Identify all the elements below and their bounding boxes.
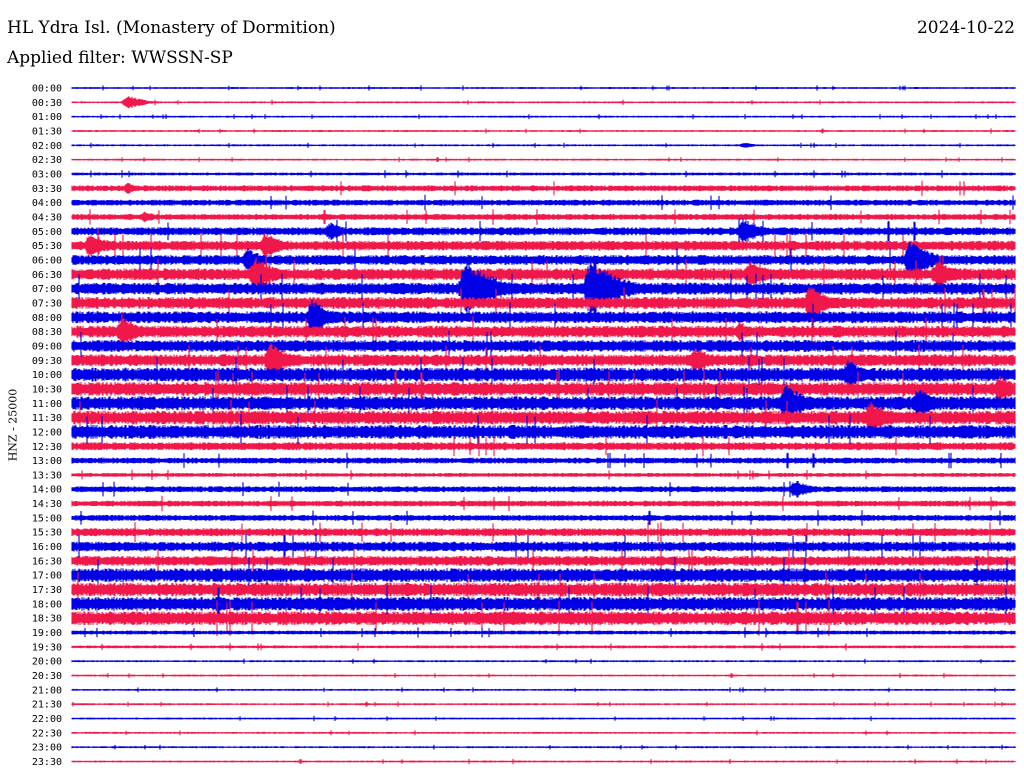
trace-row — [71, 85, 1016, 91]
trace-row — [71, 436, 1016, 457]
time-tick-label: 14:30 — [32, 499, 62, 510]
trace-row — [71, 330, 1016, 362]
time-tick-label: 04:30 — [32, 212, 62, 223]
trace-row — [71, 287, 1016, 319]
time-tick-label: 21:30 — [32, 700, 62, 711]
trace-row — [71, 557, 1016, 594]
time-tick-label: 11:30 — [32, 413, 62, 424]
trace-row — [71, 241, 1016, 279]
time-tick-label: 02:30 — [32, 155, 62, 166]
time-tick-label: 06:00 — [32, 255, 62, 266]
trace-row — [71, 627, 1016, 638]
time-tick-label: 13:00 — [32, 456, 62, 467]
time-tick-label: 07:00 — [32, 284, 62, 295]
time-tick-label: 05:00 — [32, 227, 62, 238]
trace-row — [71, 142, 1016, 148]
trace-row — [71, 744, 1016, 750]
time-tick-label: 08:00 — [32, 313, 62, 324]
time-tick-label: 10:30 — [32, 384, 62, 395]
time-tick-label: 19:00 — [32, 628, 62, 639]
trace-row — [71, 658, 1016, 664]
time-tick-label: 14:00 — [32, 485, 62, 496]
time-tick-label: 00:30 — [32, 98, 62, 109]
trace-row — [71, 157, 1016, 163]
time-tick-label: 06:30 — [32, 270, 62, 281]
trace-row — [71, 522, 1016, 543]
time-tick-label: 07:30 — [32, 298, 62, 309]
trace-row — [71, 600, 1016, 637]
time-tick-label: 12:00 — [32, 427, 62, 438]
trace-row — [71, 228, 1016, 263]
time-tick-label: 17:30 — [32, 585, 62, 596]
time-tick-label: 13:30 — [32, 470, 62, 481]
time-tick-label: 04:00 — [32, 198, 62, 209]
time-tick-label: 15:30 — [32, 528, 62, 539]
trace-row — [71, 96, 1016, 109]
trace-row — [71, 510, 1016, 526]
trace-row — [71, 114, 1016, 120]
time-tick-label: 08:30 — [32, 327, 62, 338]
trace-row — [71, 413, 1016, 450]
trace-row — [71, 672, 1016, 679]
seismogram-traces — [71, 85, 1016, 765]
time-tick-label: 17:00 — [32, 571, 62, 582]
time-tick-label: 18:30 — [32, 614, 62, 625]
time-tick-label: 02:00 — [32, 141, 62, 152]
time-tick-label: 09:30 — [32, 356, 62, 367]
time-tick-label: 05:30 — [32, 241, 62, 252]
trace-row — [71, 758, 1016, 765]
filter-label: Applied filter: WWSSN-SP — [7, 48, 233, 68]
time-tick-label: 20:30 — [32, 671, 62, 682]
trace-row — [71, 370, 1016, 408]
time-tick-label: 23:00 — [32, 743, 62, 754]
trace-row — [71, 299, 1016, 335]
trace-row — [71, 643, 1016, 651]
time-tick-label: 01:30 — [32, 126, 62, 137]
time-tick-label: 03:30 — [32, 184, 62, 195]
trace-row — [71, 469, 1016, 480]
trace-row — [71, 399, 1016, 436]
time-tick-label: 20:00 — [32, 657, 62, 668]
time-tick-label: 16:00 — [32, 542, 62, 553]
trace-row — [71, 218, 1016, 245]
time-tick-label: 18:00 — [32, 599, 62, 610]
trace-row — [71, 170, 1016, 178]
time-tick-label: 22:00 — [32, 714, 62, 725]
trace-row — [71, 180, 1016, 196]
time-tick-label: 01:00 — [32, 112, 62, 123]
time-tick-label: 11:00 — [32, 399, 62, 410]
trace-row — [71, 194, 1016, 211]
trace-row — [71, 481, 1016, 498]
trace-row — [71, 128, 1016, 134]
time-tick-label: 10:00 — [32, 370, 62, 381]
trace-row — [71, 356, 1016, 393]
time-tick-label: 19:30 — [32, 642, 62, 653]
trace-row — [71, 730, 1016, 736]
time-tick-label: 15:00 — [32, 513, 62, 524]
trace-row — [71, 533, 1016, 560]
time-tick-label: 12:30 — [32, 442, 62, 453]
trace-row — [71, 572, 1016, 607]
time-tick-label: 22:30 — [32, 728, 62, 739]
trace-row — [71, 715, 1016, 722]
station-title: HL Ydra Isl. (Monastery of Dormition) — [7, 18, 336, 38]
trace-row — [71, 343, 1016, 378]
trace-row — [71, 701, 1016, 707]
time-tick-label: 00:00 — [32, 84, 62, 95]
time-tick-labels: 00:00 00:30 01:00 01:30 02:00 02:30 03:00 03:30… — [32, 84, 62, 769]
trace-row — [71, 209, 1016, 225]
trace-row — [71, 687, 1016, 693]
time-tick-label: 09:00 — [32, 341, 62, 352]
date-label: 2024-10-22 — [916, 18, 1015, 38]
time-tick-label: 03:00 — [32, 169, 62, 180]
trace-row — [71, 261, 1016, 316]
time-tick-label: 21:00 — [32, 685, 62, 696]
time-tick-label: 16:30 — [32, 556, 62, 567]
trace-row — [71, 547, 1016, 574]
trace-row — [71, 495, 1016, 512]
time-tick-label: 23:30 — [32, 757, 62, 768]
trace-row — [71, 452, 1016, 469]
trace-row — [71, 385, 1016, 422]
